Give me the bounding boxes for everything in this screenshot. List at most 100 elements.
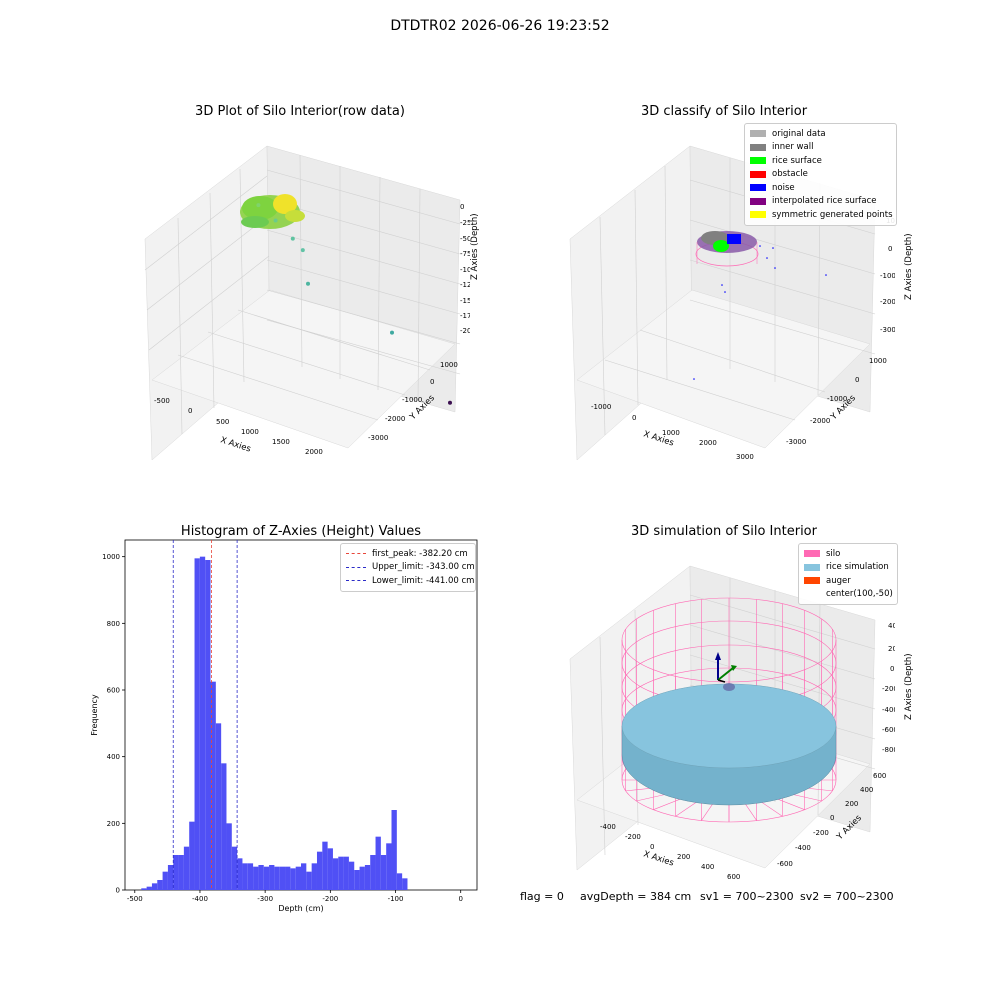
histogram-bar bbox=[183, 846, 190, 890]
histogram-bar bbox=[226, 823, 232, 890]
histogram-bar bbox=[364, 865, 371, 890]
histogram-bar bbox=[375, 836, 381, 890]
histogram-yticks: 0 200 400 600 800 1000 bbox=[102, 553, 125, 895]
plot1-rice-cluster bbox=[240, 194, 305, 229]
histogram-ylabel: Frequency bbox=[90, 694, 99, 736]
legend-rice-simulation: rice simulation bbox=[804, 561, 892, 575]
plot2-ytick-0: 1000 bbox=[869, 357, 887, 365]
plot1-ztick-8: -2000 bbox=[460, 327, 470, 335]
legend-original-data: original data bbox=[750, 127, 891, 141]
plot4-ytick-5: -400 bbox=[795, 844, 811, 852]
histogram-bar bbox=[301, 863, 307, 890]
plot2-legend: original data inner wall rice surface ob… bbox=[744, 123, 897, 226]
plot1-xtick-0: -500 bbox=[154, 397, 170, 405]
plot2-xtick-0: -1000 bbox=[591, 403, 611, 411]
plot4-ytick-2: 200 bbox=[845, 800, 858, 808]
histogram-bar bbox=[386, 843, 392, 890]
histogram-ytick-label: 600 bbox=[107, 687, 120, 695]
status-sv1: sv1 = 700~2300 bbox=[700, 890, 794, 903]
histogram-bar bbox=[343, 856, 349, 890]
plot1-title: 3D Plot of Silo Interior(row data) bbox=[195, 104, 405, 119]
plot2-ytick-3: -2000 bbox=[810, 417, 830, 425]
histogram-xtick-label: 0 bbox=[458, 895, 462, 903]
plot1-xtick-4: 1500 bbox=[272, 438, 290, 446]
histogram-bar bbox=[348, 861, 355, 890]
histogram-bar bbox=[359, 866, 365, 890]
histogram-bar bbox=[205, 560, 211, 890]
histogram-bar bbox=[146, 886, 152, 890]
plot4-ytick-6: -600 bbox=[777, 860, 793, 868]
plot4-ztick-4: -400 bbox=[882, 706, 895, 714]
histogram-xlabel: Depth (cm) bbox=[278, 904, 323, 913]
histogram-bar bbox=[189, 821, 195, 890]
plot1-xtick-3: 1000 bbox=[241, 428, 259, 436]
plot1-ztick-5: -1250 bbox=[460, 281, 470, 289]
plot1-ytick-3: -2000 bbox=[385, 415, 405, 423]
histogram-bar bbox=[402, 878, 408, 890]
histogram-bar bbox=[285, 866, 291, 890]
plot1-ytick-1: 0 bbox=[430, 378, 434, 386]
legend-center: center(100,-50) bbox=[826, 589, 893, 600]
histogram-bar bbox=[247, 863, 254, 890]
plot1-ztick-2: -500 bbox=[460, 235, 470, 243]
plot4-ytick-3: 0 bbox=[830, 814, 834, 822]
plot4-xtick-0: -400 bbox=[600, 823, 616, 831]
plot4-title: 3D simulation of Silo Interior bbox=[631, 524, 817, 539]
histogram-chart: -500 -400 -300 -200 -100 0 02004006008001000 … bbox=[90, 539, 478, 913]
plot2-zlabel: Z Axies (Depth) bbox=[904, 233, 914, 300]
histogram-bar bbox=[167, 865, 174, 890]
histogram-bar bbox=[311, 863, 317, 890]
plot1-point bbox=[300, 248, 305, 253]
plot2-ztick-2: -1000 bbox=[880, 272, 895, 280]
histogram-bar bbox=[194, 558, 200, 890]
plot1-ztick-4: -1000 bbox=[460, 266, 470, 274]
plot1-zlabel: Z Axies (Depth) bbox=[470, 213, 480, 280]
legend-symmetric-points: symmetric generated points bbox=[750, 208, 893, 222]
plot4-rice-surface bbox=[621, 683, 837, 806]
legend-obstacle: obstacle bbox=[750, 168, 891, 182]
histogram-bar bbox=[396, 873, 403, 890]
histogram-title: Histogram of Z-Axies (Height) Values bbox=[180, 524, 422, 539]
histogram-xtick-label: -500 bbox=[127, 895, 143, 903]
histogram-xtick-label: -300 bbox=[257, 895, 273, 903]
histogram-ytick-label: 200 bbox=[107, 820, 120, 828]
plot2-ztick-1: 0 bbox=[888, 245, 892, 253]
histogram-bar bbox=[354, 870, 360, 890]
histogram-ytick-label: 1000 bbox=[102, 553, 120, 561]
plot2-xtick-2: 1000 bbox=[662, 429, 680, 437]
plot1-ytick-4: -3000 bbox=[368, 434, 388, 442]
plot4-xtick-4: 400 bbox=[701, 863, 714, 871]
plot1-ztick-3: -750 bbox=[460, 250, 470, 258]
histogram-bar bbox=[237, 858, 243, 890]
histogram-bar bbox=[279, 866, 286, 890]
plot4-legend: silo rice simulation auger center(100,-5… bbox=[798, 543, 898, 605]
plot1-xtick-2: 500 bbox=[216, 418, 229, 426]
plot2-ztick-3: -2000 bbox=[880, 298, 895, 306]
plot1-point bbox=[290, 236, 295, 241]
plot4-xtick-5: 600 bbox=[727, 873, 740, 880]
histogram-bar bbox=[327, 848, 333, 890]
plot1-panes bbox=[144, 145, 461, 460]
plot4-xtick-2: 0 bbox=[650, 843, 654, 851]
legend-noise: noise bbox=[750, 181, 891, 195]
histogram-bar bbox=[210, 681, 216, 890]
status-avg-depth: avgDepth = 384 cm bbox=[580, 890, 692, 903]
plot1-point bbox=[306, 281, 310, 286]
plot4-3d-axes: -400 -200 0 200 400 600 X Axies 600 400 … bbox=[569, 565, 895, 880]
histogram-bar bbox=[263, 866, 270, 890]
histogram-bar bbox=[274, 866, 280, 890]
histogram-bar bbox=[290, 868, 296, 890]
figure-suptitle: DTDTR02 2026-06-26 19:23:52 bbox=[390, 18, 610, 34]
histogram-bar bbox=[295, 866, 302, 890]
plot4-ytick-1: 400 bbox=[860, 786, 873, 794]
plot1-ytick-0: 1000 bbox=[440, 361, 458, 369]
histogram-bar bbox=[157, 880, 163, 890]
histogram-bar bbox=[231, 846, 238, 890]
plot1-ztick-6: -1500 bbox=[460, 297, 470, 305]
histogram-reference-lines bbox=[172, 540, 238, 890]
histogram-ytick-label: 0 bbox=[116, 887, 120, 895]
histogram-bar bbox=[253, 866, 259, 890]
histogram-bar bbox=[306, 871, 312, 890]
histogram-bar bbox=[322, 841, 328, 890]
histogram-xticks: -500 -400 -300 -200 -100 0 bbox=[127, 890, 463, 903]
